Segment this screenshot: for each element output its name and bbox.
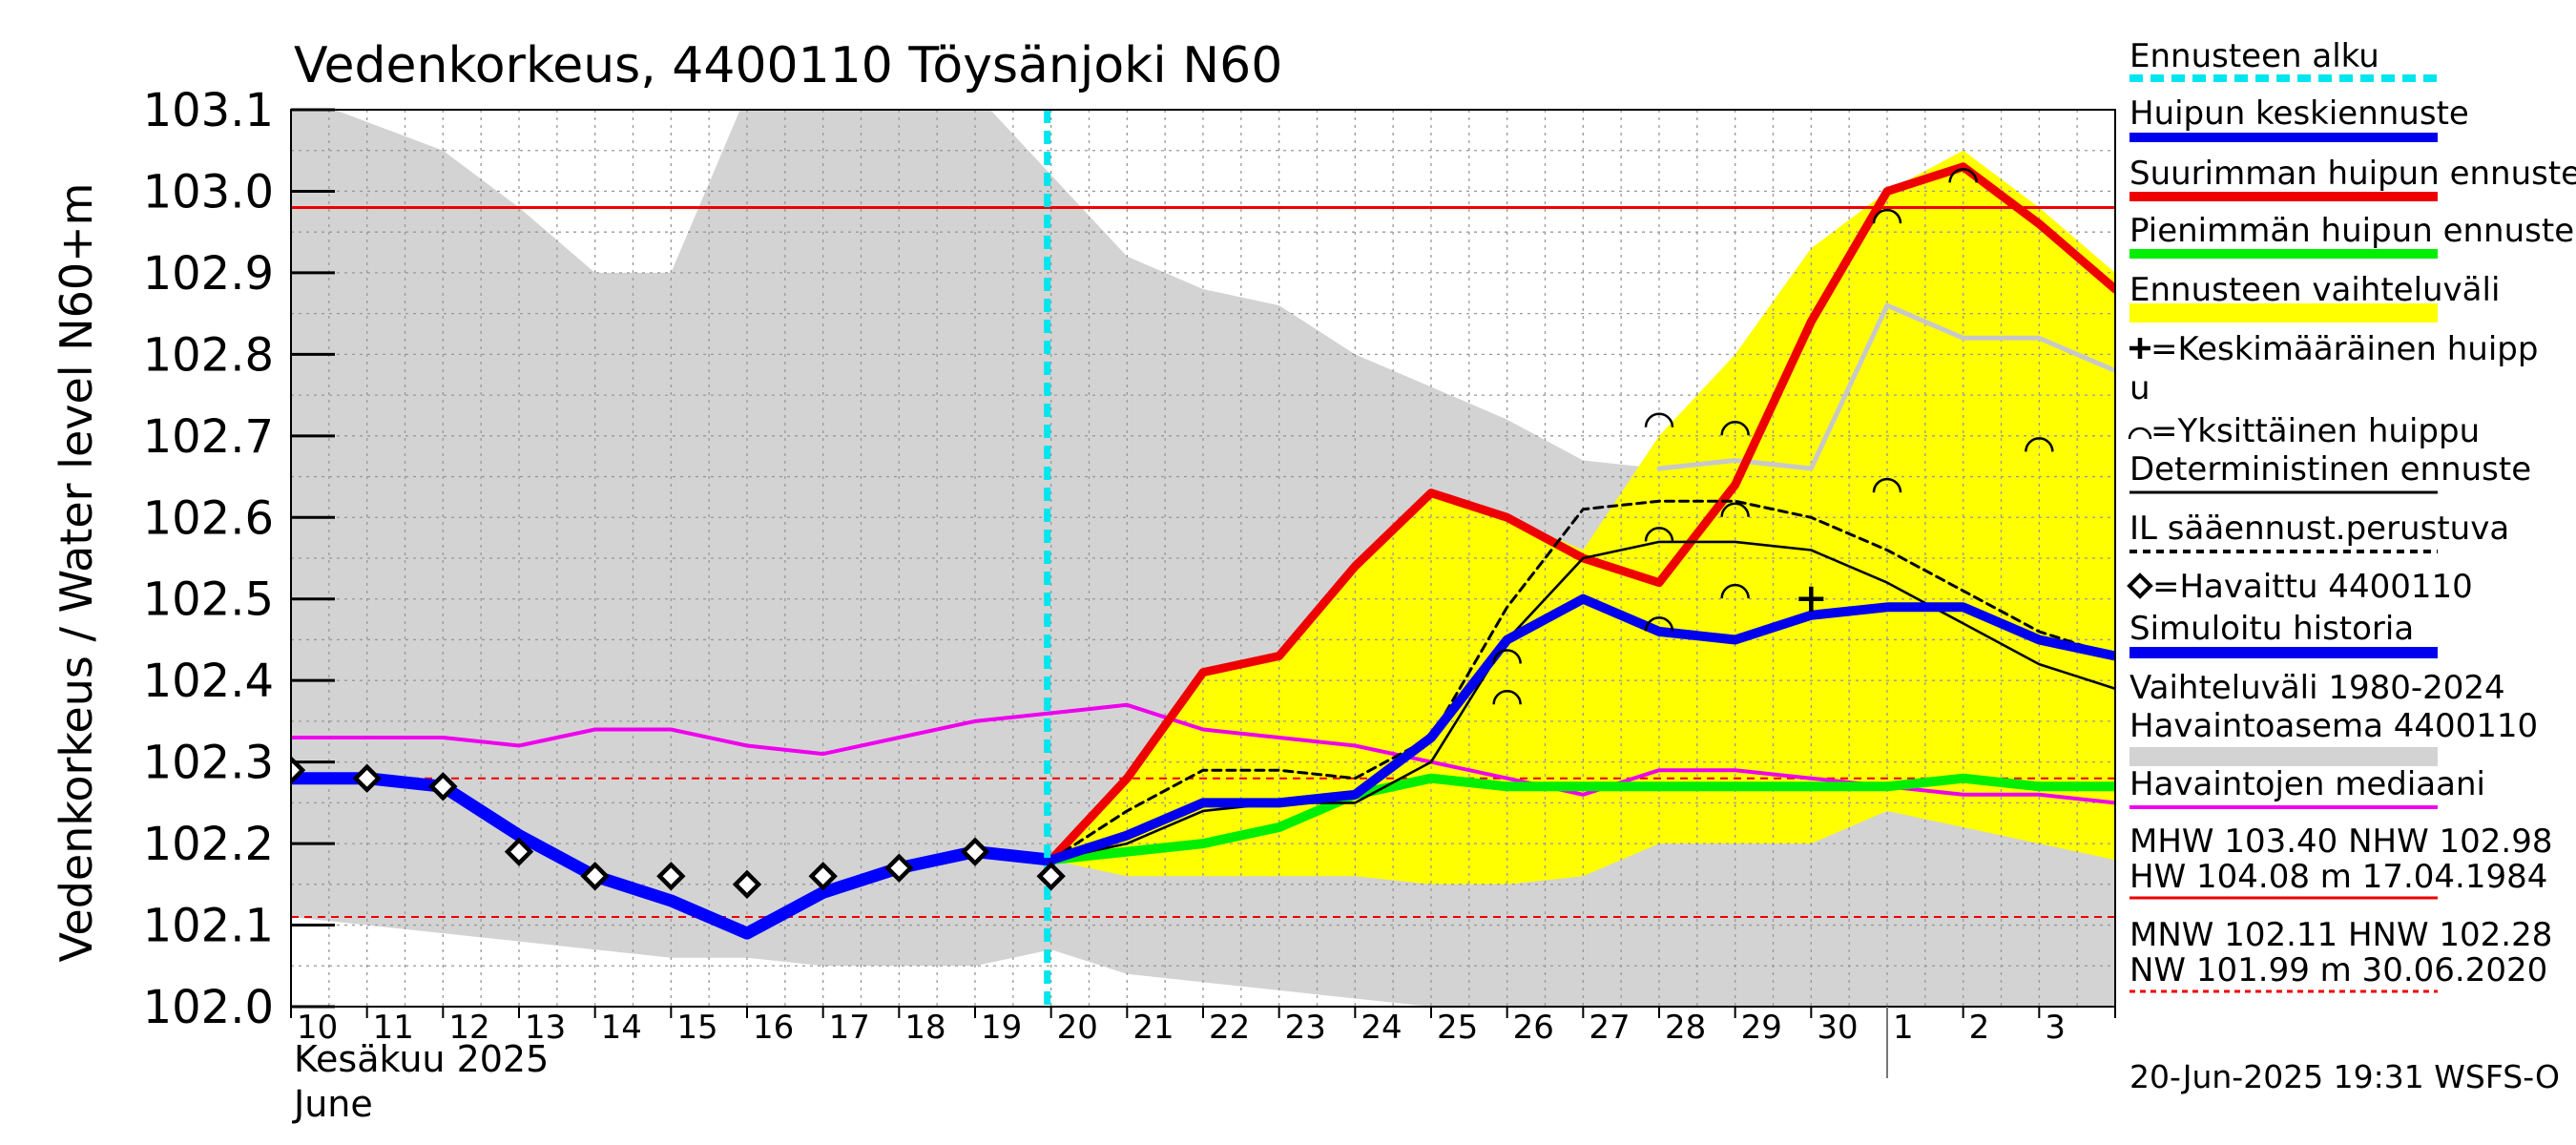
observation-marker (732, 869, 762, 900)
observation-marker (960, 837, 990, 866)
x-tick-label: 1 (1893, 1009, 1914, 1047)
x-tick-label: 14 (601, 1009, 642, 1047)
legend-label: Suurimman huipun ennuste (2129, 155, 2576, 193)
legend-label: Pienimmän huipun ennuste (2129, 212, 2574, 250)
individual-peak-marker (1720, 502, 1750, 517)
legend-label: =Havaittu 4400110 (2152, 568, 2473, 606)
legend-label: =Keskimääräinen huipp (2150, 330, 2538, 368)
legend-swatch (2129, 747, 2438, 766)
timestamp: 20-Jun-2025 19:31 WSFS-O (2129, 1058, 2560, 1095)
x-tick-label: 10 (297, 1009, 338, 1047)
y-tick-label: 102.5 (143, 573, 274, 627)
x-tick-label: 24 (1361, 1009, 1402, 1047)
individual-peak-marker (1872, 477, 1902, 493)
legend-label: =Yksittäinen huippu (2150, 412, 2480, 450)
x-tick-label: 3 (2045, 1009, 2066, 1047)
chart-title: Vedenkorkeus, 4400110 Töysänjoki N60 (294, 37, 1282, 94)
x-tick-label: 26 (1513, 1009, 1554, 1047)
y-tick-label: 102.9 (143, 247, 274, 301)
y-tick-label: 102.0 (143, 981, 274, 1034)
x-tick-label: 18 (904, 1009, 945, 1047)
observation-marker (884, 853, 914, 883)
x-month-label-fi: Kesäkuu 2025 (294, 1038, 549, 1080)
legend-label: Havaintojen mediaani (2129, 765, 2485, 803)
x-tick-label: 30 (1817, 1009, 1858, 1047)
individual-peak-marker (1492, 690, 1522, 705)
y-tick-label: 102.2 (143, 818, 274, 871)
individual-peak-marker (1492, 649, 1522, 664)
individual-peak-marker (1948, 168, 1978, 183)
observation-marker (352, 763, 382, 793)
x-month-label-en: June (292, 1083, 373, 1125)
legend-mean-peak-icon (2129, 338, 2150, 359)
x-tick-label: 27 (1589, 1009, 1630, 1047)
series-line (1046, 593, 2115, 865)
x-tick-label: 15 (676, 1009, 717, 1047)
individual-peak-marker (1644, 527, 1674, 542)
legend-label: Deterministinen ennuste (2129, 450, 2531, 489)
y-tick-label: 102.6 (143, 491, 274, 545)
y-tick-label: 102.3 (143, 737, 274, 790)
x-tick-label: 28 (1665, 1009, 1706, 1047)
legend-label: Vaihteluväli 1980-2024 (2129, 669, 2505, 707)
legend-label: Ennusteen alku (2129, 37, 2379, 75)
series-line (1049, 499, 2115, 862)
x-tick-label: 25 (1437, 1009, 1478, 1047)
observation-marker (1036, 862, 1066, 891)
observation-marker (291, 755, 306, 785)
y-tick-label: 102.1 (143, 900, 274, 953)
observation-marker (808, 862, 838, 891)
x-tick-label: 17 (829, 1009, 870, 1047)
x-tick-label: 19 (981, 1009, 1022, 1047)
observation-marker (656, 862, 686, 891)
legend-label: Ennusteen vaihteluväli (2129, 271, 2500, 309)
legend-label: Havaintoasema 4400110 (2129, 707, 2538, 745)
individual-peak-marker (1872, 208, 1902, 224)
y-tick-label: 102.4 (143, 655, 274, 708)
x-tick-label: 22 (1209, 1009, 1250, 1047)
y-tick-label: 103.0 (143, 165, 274, 219)
mean-peak-marker (1798, 586, 1824, 612)
series-line (1046, 773, 2115, 865)
legend-observation-icon (2127, 572, 2153, 599)
individual-peak-marker (1720, 584, 1750, 599)
legend-label: HW 104.08 m 17.04.1984 (2129, 858, 2547, 896)
series-line (291, 702, 2115, 805)
legend-label: NW 101.99 m 30.06.2020 (2129, 951, 2547, 989)
observation-marker (504, 837, 534, 866)
legend-label: MHW 103.40 NHW 102.98 (2129, 822, 2553, 861)
x-tick-label: 23 (1285, 1009, 1326, 1047)
individual-peak-marker (2025, 437, 2054, 452)
x-tick-label: 20 (1057, 1009, 1098, 1047)
observation-marker (580, 862, 610, 891)
series-line (291, 772, 1058, 940)
x-tick-label: 16 (753, 1009, 794, 1047)
x-tick-label: 13 (525, 1009, 566, 1047)
observation-marker (428, 772, 458, 802)
legend-swatch (2129, 303, 2438, 323)
y-tick-label: 102.7 (143, 410, 274, 464)
individual-peak-marker (1720, 421, 1750, 436)
legend-label: IL sääennust.perustuva (2129, 510, 2509, 548)
individual-peak-marker (1644, 412, 1674, 427)
series-line (1656, 302, 2115, 471)
x-tick-label: 12 (448, 1009, 489, 1047)
individual-peak-marker (1644, 616, 1674, 632)
x-tick-label: 11 (373, 1009, 414, 1047)
legend-peak-icon (2128, 427, 2152, 440)
legend-label: MNW 102.11 HNW 102.28 (2129, 916, 2552, 954)
legend-label: Simuloitu historia (2129, 610, 2414, 648)
x-tick-label: 2 (1969, 1009, 1990, 1047)
x-tick-label: 29 (1741, 1009, 1782, 1047)
y-tick-label: 102.8 (143, 328, 274, 382)
y-axis-label: Vedenkorkeus / Water level N60+m (51, 183, 102, 963)
y-tick-label: 103.1 (143, 84, 274, 137)
legend-label: u (2129, 369, 2150, 407)
x-tick-label: 21 (1132, 1009, 1174, 1047)
legend-label: Huipun keskiennuste (2129, 94, 2469, 133)
